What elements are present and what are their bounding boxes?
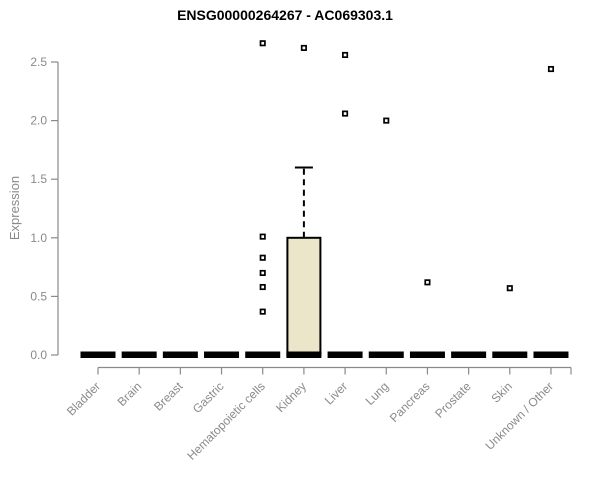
outlier-point [259, 233, 266, 240]
x-tick-label: Lung [363, 379, 392, 408]
outlier-point [259, 269, 266, 277]
chart-title: ENSG00000264267 - AC069303.1 [177, 7, 393, 23]
outlier-point [547, 65, 555, 73]
outlier-point [259, 283, 266, 291]
outlier-point [259, 40, 266, 47]
x-tick-label: Prostate [432, 379, 474, 421]
zero-box-bar [204, 351, 240, 358]
zero-box-bar [368, 351, 404, 358]
zero-box-bar [121, 351, 157, 358]
y-tick-label: 2.5 [30, 55, 47, 69]
outlier-point [259, 254, 266, 261]
zero-box-bar [533, 351, 569, 358]
outlier-point [383, 117, 390, 124]
x-tick-label: Breast [151, 379, 186, 414]
y-tick-label: 1.0 [30, 231, 47, 245]
zero-box-bar [492, 351, 528, 358]
x-tick-label: Brain [115, 379, 145, 409]
zero-box-bar [245, 351, 281, 358]
x-tick-label: Gastric [190, 379, 227, 416]
y-tick-label: 0.5 [30, 289, 47, 303]
x-tick-label: Pancreas [387, 379, 433, 425]
x-tick-label: Skin [489, 379, 515, 405]
box [286, 236, 322, 356]
y-tick-label: 0.0 [30, 348, 47, 362]
zero-box-bar [327, 351, 363, 358]
x-tick-label: Hematopoietic cells [184, 379, 267, 462]
y-tick-label: 2.0 [30, 114, 47, 128]
outlier-point [259, 308, 266, 315]
outlier-point [424, 279, 431, 286]
zero-box-bar [80, 351, 116, 358]
zero-box-bar [162, 351, 198, 358]
median-bar [286, 351, 322, 358]
x-tick-label: Bladder [64, 379, 103, 418]
outlier-point [506, 285, 513, 292]
zero-box-bar [409, 351, 445, 358]
x-tick-label: Kidney [273, 379, 309, 415]
zero-box-bar [451, 351, 487, 358]
outlier-point [342, 51, 349, 59]
y-axis-label: Expression [7, 176, 22, 240]
x-tick-label: Liver [322, 379, 350, 407]
outlier-point [342, 110, 349, 117]
y-tick-label: 1.5 [30, 172, 47, 186]
outlier-point [300, 44, 307, 51]
